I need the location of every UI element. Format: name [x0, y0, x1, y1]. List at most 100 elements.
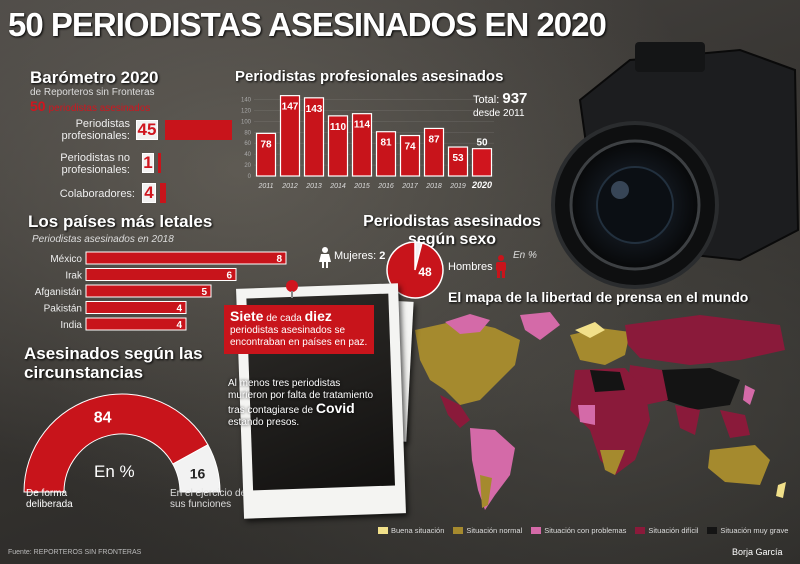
- map-region: [570, 328, 630, 365]
- yearly-bar-chart: 0 20 40 60 80 100 120 140 78 2011 147 2012 143 2013 11…: [241, 95, 494, 190]
- chart-total-since: desde 2011: [473, 108, 525, 119]
- country-label: México: [50, 254, 82, 265]
- bar: [423, 127, 445, 177]
- semicircle-value-label: 16: [190, 466, 206, 482]
- x-tick-label: 2017: [401, 183, 419, 190]
- map-region: [743, 385, 755, 405]
- page-title: 50 PERIODISTAS ASESINADOS EN 2020: [8, 6, 607, 43]
- bar-value-label: 50: [476, 138, 488, 149]
- legend-item: Situación difícil: [635, 526, 698, 535]
- barometro-total-number: 50: [30, 98, 46, 114]
- country-value-label: 6: [226, 271, 232, 282]
- semicircle-slice: [23, 393, 209, 493]
- x-tick-label: 2018: [425, 183, 442, 190]
- bar: [399, 134, 421, 177]
- barometro-row-bar: [160, 183, 166, 203]
- country-label: Irak: [65, 271, 83, 282]
- gender-women-label: Mujeres:: [334, 250, 377, 262]
- camera-icon: [551, 42, 800, 289]
- barometro-row-value: 4: [142, 183, 156, 203]
- bar-value-label: 74: [404, 142, 416, 153]
- legend-label: Buena situación: [391, 526, 445, 535]
- country-bar: [85, 268, 237, 281]
- country-value-label: 8: [276, 254, 282, 265]
- bar-value-label: 78: [260, 139, 272, 150]
- map-region: [445, 314, 490, 334]
- map-region: [720, 410, 750, 438]
- map-region: [415, 320, 520, 405]
- bar: [279, 95, 301, 177]
- barometro-title: Barómetro 2020: [30, 68, 159, 87]
- barometro-row-label: Periodistas profesionales:: [61, 118, 131, 142]
- circumstances-unit: En %: [94, 462, 135, 481]
- legend-label: Situación normal: [466, 526, 523, 535]
- bar: [351, 113, 373, 177]
- barometro-subtitle: de Reporteros sin Fronteras: [30, 87, 155, 98]
- y-tick-label: 80: [244, 130, 251, 136]
- legend-label: Situación con problemas: [544, 526, 627, 535]
- map-region: [470, 428, 515, 510]
- map-legend: Buena situación Situación normal Situaci…: [378, 526, 798, 535]
- note-bold-diez: diez: [304, 308, 332, 324]
- note-text-covid: Al menos tres periodistas murieron por f…: [228, 378, 374, 416]
- y-tick-label: 100: [241, 119, 252, 125]
- bar: [327, 115, 349, 177]
- x-tick-label: 2014: [329, 183, 346, 190]
- world-map: [415, 312, 786, 510]
- map-region: [578, 405, 595, 425]
- footer-source: Fuente: REPORTEROS SIN FRONTERAS: [8, 549, 142, 556]
- gender-men-label: Hombres: [448, 261, 493, 273]
- y-tick-label: 0: [248, 174, 252, 180]
- footer-author: Borja García: [732, 547, 783, 557]
- barometro-total-label: periodistas asesinados: [48, 103, 151, 114]
- woman-icon: [319, 247, 331, 268]
- y-tick-label: 40: [244, 152, 251, 158]
- bar: [375, 131, 397, 177]
- legend-label: Situación muy grave: [720, 526, 789, 535]
- bar-value-label: 87: [428, 134, 440, 145]
- note-bold-siete: Siete: [230, 308, 264, 324]
- map-region: [520, 312, 560, 340]
- barometro-row-value: 1: [142, 153, 154, 173]
- map-region: [440, 395, 470, 428]
- y-tick-label: 60: [244, 141, 251, 147]
- legend-swatch: [635, 527, 646, 534]
- map-region: [625, 315, 785, 365]
- country-label: Afganistán: [35, 287, 82, 298]
- note-covid: Al menos tres periodistas murieron por f…: [228, 378, 376, 429]
- country-bar: [85, 251, 287, 265]
- note-text-paz: periodistas asesinados se encontraban en…: [230, 325, 368, 348]
- pin-icon: [286, 280, 298, 298]
- chart-total-label: Total:: [473, 94, 500, 106]
- barometro-total: 50 periodistas asesinados: [30, 98, 150, 114]
- gender-women-value: 2: [379, 250, 386, 262]
- legend-swatch: [453, 527, 464, 534]
- bar-value-label: 143: [306, 104, 323, 115]
- x-tick-label: 2019: [449, 183, 466, 190]
- legend-swatch: [531, 527, 542, 534]
- chart-title: Periodistas profesionales asesinados: [235, 68, 504, 85]
- map-region: [600, 450, 625, 475]
- legend-swatch: [378, 527, 388, 534]
- circumstances-title: Asesinados según las circunstancias: [24, 344, 203, 382]
- map-region: [776, 482, 786, 498]
- circumstances-label-deliberada: De forma deliberada: [26, 488, 73, 510]
- map-region: [480, 475, 492, 508]
- circumstances-label-funciones: En el ejercicio de sus funciones: [170, 488, 247, 510]
- countries-bar-chart: México 8 Irak 6 Afganistán 5 Pakistán 4 India 4: [35, 251, 287, 331]
- semicircle-value-label: 84: [94, 409, 112, 426]
- country-value-label: 4: [176, 304, 182, 315]
- gender-unit: En %: [513, 250, 537, 261]
- barometro-row-bar: [158, 153, 161, 173]
- countries-title: Los países más letales: [28, 212, 213, 231]
- country-value-label: 5: [201, 287, 207, 298]
- bar-value-label: 53: [452, 153, 464, 164]
- man-icon: [496, 255, 506, 278]
- country-label: India: [60, 320, 82, 331]
- note-box: Siete de cada diez periodistas asesinado…: [224, 305, 374, 354]
- legend-swatch: [707, 527, 718, 534]
- map-region: [570, 368, 650, 475]
- bar: [303, 97, 325, 177]
- chart-total: Total: 937: [473, 90, 527, 107]
- gender-title: Periodistas asesinados según sexo: [363, 213, 541, 248]
